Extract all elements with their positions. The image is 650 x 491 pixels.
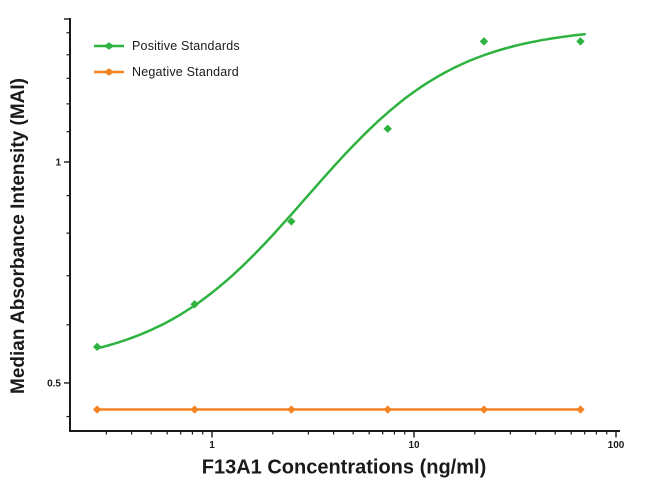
negative-standard-data-point — [190, 405, 199, 414]
positive-standards-data-point — [576, 37, 585, 46]
y-axis-title: Median Absorbance Intensity (MAI) — [8, 78, 29, 394]
positive-standards-fit-curve — [95, 32, 586, 350]
x-tick-label: 10 — [408, 440, 420, 451]
positive-standards-data-point — [383, 124, 392, 133]
axis-spine — [69, 18, 620, 432]
positive-standards-data-point — [479, 37, 489, 46]
legend-label-positive-standards: Positive Standards — [132, 39, 240, 53]
x-tick-label: 100 — [608, 440, 625, 451]
positive-standards-data-point — [287, 217, 296, 226]
legend-item-negative-standard: Negative Standard — [93, 59, 240, 85]
x-axis-title: F13A1 Concentrations (ng/ml) — [201, 456, 487, 479]
negative-series-marker-icon — [94, 68, 124, 76]
x-tick-label: 1 — [209, 440, 215, 451]
positive-standards-data-point — [190, 300, 199, 309]
negative-standard-data-point — [576, 405, 585, 414]
legend: Positive Standards Negative Standard — [93, 33, 240, 85]
legend-item-positive-standards: Positive Standards — [93, 33, 240, 59]
negative-standard-data-point — [383, 405, 392, 414]
y-tick-label: 1 — [55, 158, 61, 169]
y-tick-label: 0.5 — [47, 378, 61, 389]
legend-label-negative-standard: Negative Standard — [132, 65, 239, 79]
negative-standard-data-point — [92, 405, 102, 414]
positive-series-marker-icon — [94, 42, 124, 50]
negative-standard-data-point — [287, 405, 296, 414]
positive-standards-data-point — [92, 342, 102, 352]
negative-standard-data-point — [479, 405, 489, 414]
